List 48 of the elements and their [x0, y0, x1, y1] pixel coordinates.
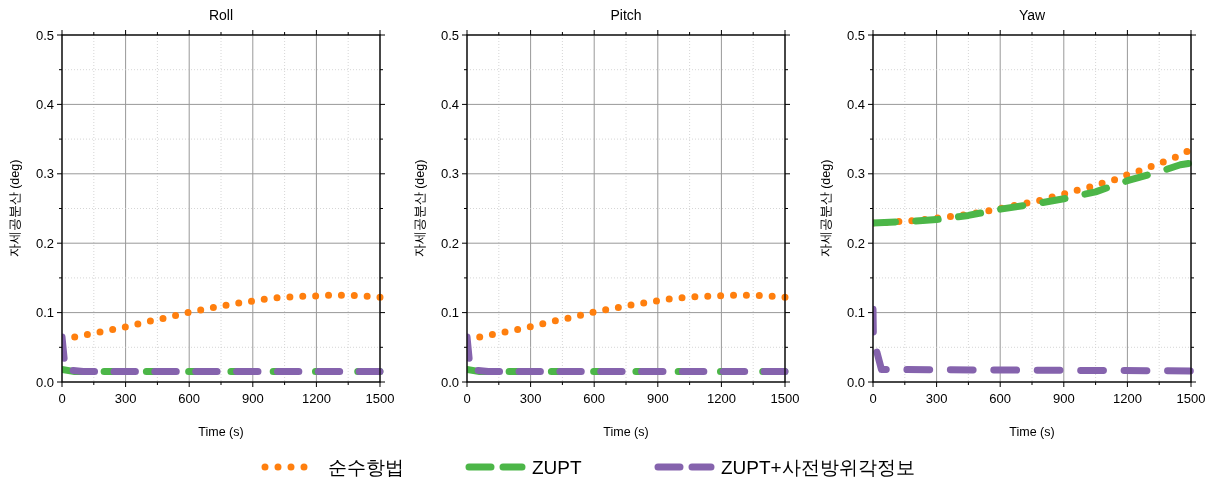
y-tick-label: 0.5 [35, 27, 54, 43]
y-tick-label: 0.3 [846, 166, 865, 182]
x-tick-label: 1200 [706, 391, 736, 406]
y-tick-label: 0.3 [440, 166, 459, 182]
x-tick-label: 1200 [301, 391, 331, 406]
legend-label: ZUPT+사전방위각정보 [721, 457, 915, 478]
x-tick-label: 1500 [1176, 391, 1206, 406]
y-axis-title: 자세공분산 (deg) [8, 159, 22, 258]
x-tick-label: 900 [241, 391, 264, 406]
x-tick-label: 900 [646, 391, 669, 406]
x-tick-label: 1500 [365, 391, 395, 406]
x-tick-label: 300 [925, 391, 948, 406]
y-tick-label: 0.2 [440, 235, 459, 251]
y-tick-label: 0.1 [846, 305, 865, 321]
chart-title: Yaw [1018, 7, 1046, 23]
y-tick-label: 0.4 [440, 96, 459, 112]
x-tick-label: 900 [1052, 391, 1075, 406]
x-axis-title: Time (s) [198, 425, 244, 439]
y-tick-label: 0.0 [440, 374, 459, 390]
y-tick-label: 0.4 [35, 96, 54, 112]
x-tick-label: 0 [869, 391, 877, 406]
x-axis-title: Time (s) [603, 425, 649, 439]
chart-title: Pitch [610, 7, 642, 23]
x-tick-label: 0 [463, 391, 471, 406]
x-tick-label: 600 [989, 391, 1012, 406]
y-tick-label: 0.3 [35, 166, 54, 182]
y-tick-label: 0.2 [846, 235, 865, 251]
legend-label: 순수항법 [328, 457, 404, 478]
x-tick-label: 1500 [770, 391, 800, 406]
x-tick-label: 300 [519, 391, 542, 406]
chart-title: Roll [208, 7, 234, 23]
y-axis-title: 자세공분산 (deg) [819, 159, 833, 258]
y-tick-label: 0.5 [846, 27, 865, 43]
y-tick-label: 0.4 [846, 96, 865, 112]
x-tick-label: 600 [583, 391, 606, 406]
x-tick-label: 600 [178, 391, 201, 406]
y-tick-label: 0.2 [35, 235, 54, 251]
x-tick-label: 1200 [1112, 391, 1142, 406]
y-tick-label: 0.1 [440, 305, 459, 321]
legend-label: ZUPT [532, 457, 582, 478]
y-tick-label: 0.5 [440, 27, 459, 43]
y-tick-label: 0.1 [35, 305, 54, 321]
x-tick-label: 0 [58, 391, 66, 406]
y-axis-title: 자세공분산 (deg) [413, 159, 427, 258]
x-tick-label: 300 [114, 391, 137, 406]
x-axis-title: Time (s) [1009, 425, 1055, 439]
y-tick-label: 0.0 [35, 374, 54, 390]
y-tick-label: 0.0 [846, 374, 865, 390]
